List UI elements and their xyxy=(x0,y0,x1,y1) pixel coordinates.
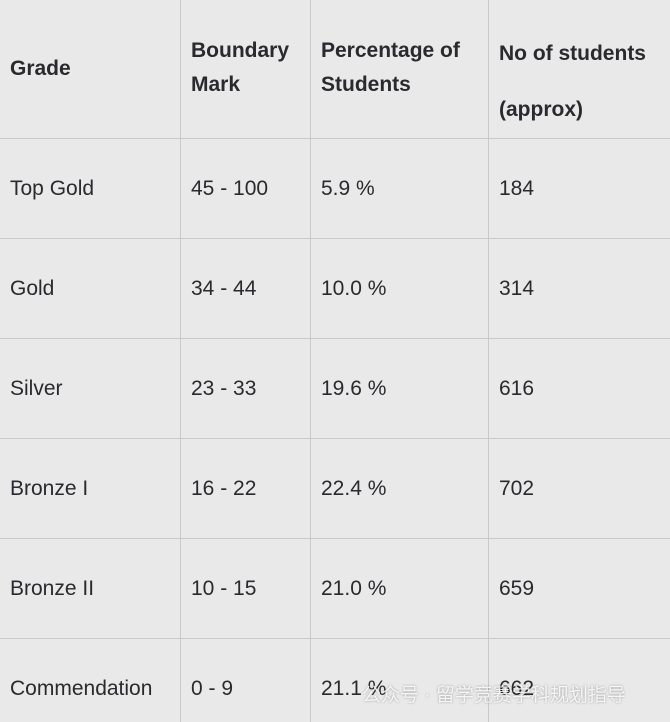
table-cell: 16 - 22 xyxy=(181,439,311,539)
table-cell: 23 - 33 xyxy=(181,339,311,439)
table-cell: 45 - 100 xyxy=(181,139,311,239)
table-cell: 22.4 % xyxy=(311,439,489,539)
table-cell: 21.0 % xyxy=(311,539,489,639)
table-cell: 10 - 15 xyxy=(181,539,311,639)
table-cell: 19.6 % xyxy=(311,339,489,439)
table-cell: 0 - 9 xyxy=(181,639,311,722)
table-cell: Gold xyxy=(0,239,181,339)
table-cell: Silver xyxy=(0,339,181,439)
table-cell: Bronze II xyxy=(0,539,181,639)
table-cell: 616 xyxy=(489,339,670,439)
table-cell: 702 xyxy=(489,439,670,539)
table-cell: 184 xyxy=(489,139,670,239)
header-cell: Boundary Mark xyxy=(181,0,311,139)
table-cell: Commendation xyxy=(0,639,181,722)
table-cell: 5.9 % xyxy=(311,139,489,239)
header-cell: No of students (approx) xyxy=(489,0,670,139)
table-cell: 314 xyxy=(489,239,670,339)
table-cell: Bronze I xyxy=(0,439,181,539)
header-cell: Percentage of Students xyxy=(311,0,489,139)
table-cell: 659 xyxy=(489,539,670,639)
table-cell: 662 xyxy=(489,639,670,722)
watermark: 公众号 · 留学竞赛学科规划指导 xyxy=(362,685,626,706)
table-cell: 21.1 % xyxy=(311,639,489,722)
table-cell: 34 - 44 xyxy=(181,239,311,339)
table-cell: Top Gold xyxy=(0,139,181,239)
header-cell: Grade xyxy=(0,0,181,139)
table-cell: 10.0 % xyxy=(311,239,489,339)
